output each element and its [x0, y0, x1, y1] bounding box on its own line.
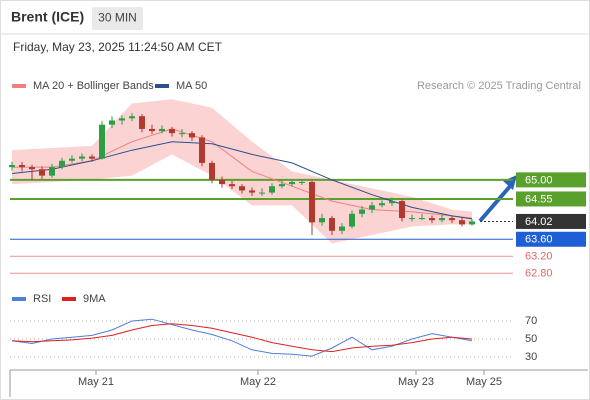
candle-body: [139, 116, 145, 129]
legend-swatch: [62, 297, 76, 301]
candle-body: [349, 213, 355, 227]
candle-body: [179, 133, 185, 135]
candle-body: [309, 181, 315, 223]
level-label: 62.80: [525, 268, 553, 280]
candle-body: [289, 181, 295, 185]
candle-body: [109, 120, 115, 125]
candle-body: [89, 156, 95, 159]
candle-body: [169, 128, 175, 134]
legend-label: RSI: [33, 293, 51, 305]
candle-body: [189, 133, 195, 138]
candle-body: [409, 218, 415, 220]
indicator-line: [11, 323, 473, 353]
bollinger-band: [12, 99, 472, 244]
candle-body: [229, 184, 235, 187]
level-label-box: [516, 172, 586, 188]
forecast-arrow: [478, 182, 514, 223]
level-label-box: [516, 191, 586, 207]
legend-label: MA 20 + Bollinger Bands: [33, 80, 154, 92]
level-label-box: [516, 213, 586, 229]
legend-swatch: [155, 84, 169, 88]
candle-body: [449, 218, 455, 221]
candle-body: [19, 165, 25, 168]
candle-body: [29, 167, 35, 170]
candle-body: [469, 221, 475, 225]
candle-body: [459, 220, 465, 225]
legend-swatch: [12, 84, 26, 88]
level-label-box: [516, 231, 586, 247]
candle-body: [199, 137, 205, 163]
candle-body: [419, 218, 425, 220]
timeframe-box: [92, 7, 143, 30]
candle-body: [149, 128, 155, 132]
candle-body: [369, 205, 375, 210]
candle-body: [329, 218, 335, 231]
candle-body: [59, 160, 65, 168]
y-tick-label: 70: [525, 315, 537, 327]
candle-body: [269, 186, 275, 193]
y-tick-label: 30: [525, 351, 537, 363]
candle-body: [39, 169, 45, 176]
candle-body: [299, 181, 305, 183]
level-label: 64.55: [525, 193, 553, 205]
legend-label: MA 50: [176, 80, 207, 92]
y-tick-label: 50: [525, 333, 537, 345]
legend-swatch: [12, 297, 26, 301]
candle-body: [159, 128, 165, 132]
candle-body: [339, 226, 345, 231]
candle-body: [119, 118, 125, 121]
level-label: 64.02: [525, 216, 553, 228]
candle-body: [319, 218, 325, 223]
candle-body: [429, 218, 435, 221]
candle-body: [239, 186, 245, 191]
x-tick-label: May 25: [466, 376, 502, 388]
forecast-arrowhead: [503, 175, 517, 190]
candle-body: [209, 162, 215, 180]
candle-body: [99, 124, 105, 159]
candle-body: [279, 184, 285, 187]
x-tick-label: May 21: [78, 376, 114, 388]
candle-body: [49, 167, 55, 176]
candle-body: [399, 201, 405, 219]
candle-body: [389, 201, 395, 204]
level-label: 65.00: [525, 174, 553, 186]
title: Brent (ICE): [11, 9, 84, 25]
candle-body: [79, 156, 85, 159]
candle-body: [249, 190, 255, 193]
candle-body: [69, 158, 75, 161]
legend-label: 9MA: [83, 293, 106, 305]
level-label: 63.20: [525, 251, 553, 263]
candle-body: [9, 165, 15, 168]
x-tick-label: May 22: [240, 376, 276, 388]
timeframe: 30 MIN: [98, 11, 137, 25]
x-tick-label: May 23: [398, 376, 434, 388]
candle-body: [439, 218, 445, 221]
level-label: 63.60: [525, 234, 553, 246]
candle-body: [219, 179, 225, 185]
candle-body: [129, 116, 135, 119]
credit: Research © 2025 Trading Central: [417, 80, 581, 92]
timestamp: Friday, May 23, 2025 11:24:50 AM CET: [13, 40, 223, 54]
candle-body: [259, 192, 265, 194]
candle-body: [379, 203, 385, 206]
candle-body: [359, 209, 365, 214]
